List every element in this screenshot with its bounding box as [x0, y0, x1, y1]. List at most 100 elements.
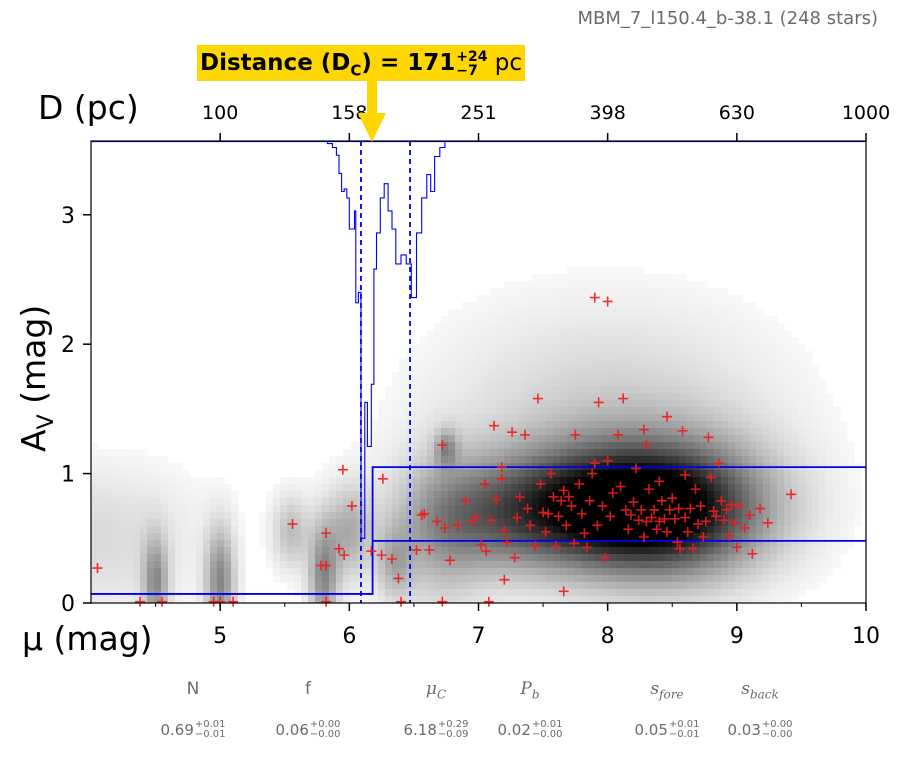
density-cell	[651, 372, 659, 380]
density-cell	[329, 582, 337, 590]
density-cell	[168, 596, 176, 603]
density-cell	[770, 554, 778, 562]
density-cell	[504, 372, 512, 380]
density-cell	[791, 526, 799, 534]
density-cell	[651, 281, 659, 289]
density-cell	[686, 519, 694, 527]
density-cell	[595, 421, 603, 429]
density-cell	[805, 400, 813, 408]
density-cell	[588, 589, 596, 597]
density-cell	[644, 484, 652, 492]
density-cell	[672, 393, 680, 401]
density-cell	[175, 470, 183, 478]
density-cell	[616, 582, 624, 590]
density-cell	[686, 540, 694, 548]
density-cell	[798, 435, 806, 443]
density-cell	[553, 400, 561, 408]
density-cell	[217, 582, 225, 590]
density-cell	[700, 526, 708, 534]
density-cell	[378, 407, 386, 415]
star-point	[673, 503, 684, 514]
density-cell	[98, 505, 106, 513]
density-cell	[840, 505, 848, 513]
density-cell	[728, 533, 736, 541]
star-point	[602, 296, 613, 307]
density-cell	[322, 582, 330, 590]
density-cell	[539, 386, 547, 394]
density-cell	[714, 400, 722, 408]
density-cell	[707, 421, 715, 429]
density-cell	[133, 589, 141, 597]
density-cell	[609, 498, 617, 506]
density-cell	[518, 386, 526, 394]
density-cell	[294, 589, 302, 597]
density-cell	[427, 491, 435, 499]
density-cell	[364, 533, 372, 541]
density-cell	[679, 561, 687, 569]
density-cell	[147, 575, 155, 583]
density-cell	[182, 554, 190, 562]
density-cell	[777, 582, 785, 590]
density-cell	[476, 470, 484, 478]
density-cell	[735, 316, 743, 324]
density-cell	[749, 351, 757, 359]
density-cell	[791, 484, 799, 492]
density-cell	[679, 372, 687, 380]
density-cell	[791, 372, 799, 380]
density-cell	[462, 351, 470, 359]
density-cell	[476, 596, 484, 603]
density-cell	[455, 372, 463, 380]
star-point	[638, 424, 649, 435]
density-cell	[665, 533, 673, 541]
density-cell	[567, 274, 575, 282]
density-cell	[651, 512, 659, 520]
density-cell	[735, 435, 743, 443]
density-cell	[105, 463, 113, 471]
density-cell	[343, 547, 351, 555]
density-cell	[560, 288, 568, 296]
density-cell	[434, 554, 442, 562]
density-cell	[413, 421, 421, 429]
density-cell	[616, 337, 624, 345]
density-cell	[497, 470, 505, 478]
density-cell	[826, 400, 834, 408]
density-cell	[525, 547, 533, 555]
density-cell	[546, 519, 554, 527]
density-cell	[588, 274, 596, 282]
density-cell	[497, 323, 505, 331]
density-cell	[665, 337, 673, 345]
density-cell	[770, 344, 778, 352]
density-cell	[406, 442, 414, 450]
star-point	[644, 484, 654, 495]
density-cell	[700, 400, 708, 408]
density-cell	[763, 477, 771, 485]
density-cell	[658, 414, 666, 422]
density-cell	[700, 379, 708, 387]
density-cell	[651, 358, 659, 366]
density-cell	[742, 393, 750, 401]
density-cell	[546, 386, 554, 394]
density-cell	[728, 526, 736, 534]
density-cell	[343, 582, 351, 590]
density-cell	[819, 526, 827, 534]
star-point	[718, 515, 729, 526]
density-cell	[826, 470, 834, 478]
density-cell	[294, 505, 302, 513]
density-cell	[217, 526, 225, 534]
density-cell	[826, 484, 834, 492]
density-cell	[532, 505, 540, 513]
density-cell	[462, 512, 470, 520]
star-point	[437, 440, 448, 451]
density-cell	[98, 561, 106, 569]
density-cell	[588, 533, 596, 541]
density-cell	[679, 281, 687, 289]
density-cell	[518, 526, 526, 534]
density-cell	[742, 477, 750, 485]
density-cell	[119, 505, 127, 513]
density-cell	[602, 561, 610, 569]
density-cell	[140, 547, 148, 555]
density-cell	[777, 337, 785, 345]
star-point	[432, 516, 443, 527]
density-cell	[287, 582, 295, 590]
density-cell	[168, 484, 176, 492]
